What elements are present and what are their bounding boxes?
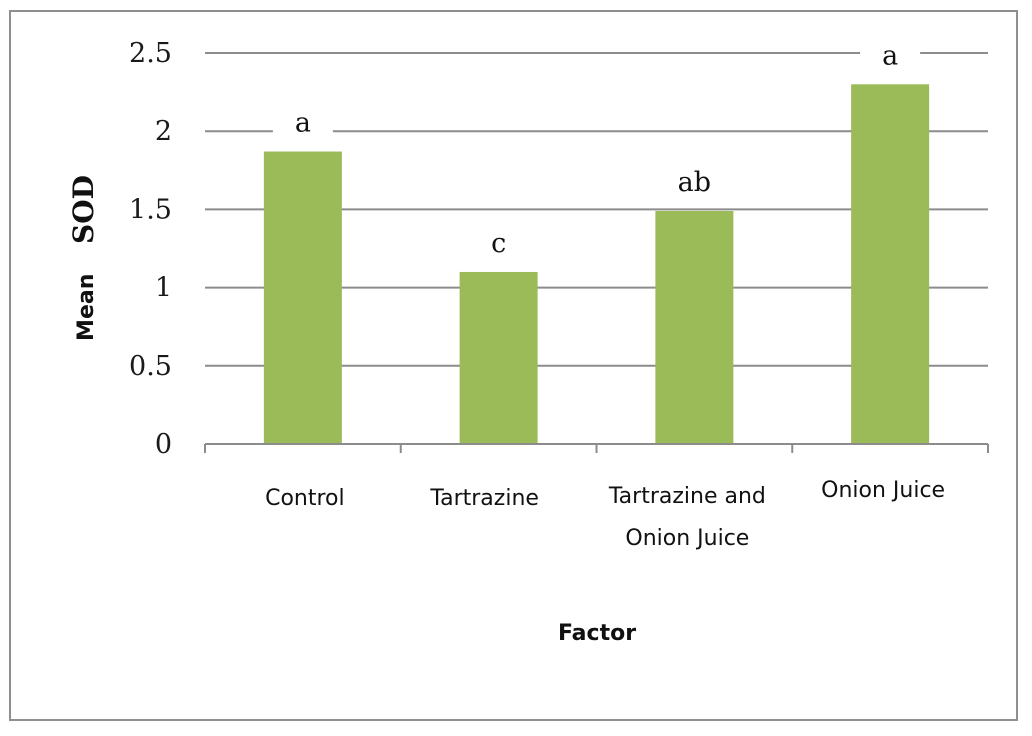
x-tick-label: Tartrazine [429,486,539,511]
y-axis-title-part-1: Mean [74,274,99,341]
data-label-background [860,30,921,79]
y-tick-label: 0 [155,429,172,460]
x-tick-label-line: Onion Juice [821,478,945,503]
x-tick-label-line: Tartrazine and [608,484,766,509]
y-axis-title-part-2: SOD [67,175,100,244]
bar [655,210,734,444]
bar [851,84,930,444]
y-axis-title: Mean SOD [67,175,100,341]
axes [204,443,989,453]
y-tick-label: 1 [155,273,172,304]
y-tick-label: 0.5 [129,351,172,382]
y-tick-label: 1.5 [129,194,172,225]
x-tick-label: Control [265,486,345,511]
x-axis-title: Factor [558,621,636,646]
significance-label: ab [678,167,711,198]
bars [263,30,930,445]
data-label-background [655,156,734,205]
x-tick-label: Onion Juice [821,478,945,503]
x-tick-label-line: Control [265,486,345,511]
bar [263,151,342,445]
x-tick-label: Tartrazine and Onion Juice [608,484,766,551]
x-tick-label-line: Tartrazine [429,486,539,511]
data-label-background [272,97,333,146]
significance-label: a [882,40,898,71]
data-label-background [468,217,529,266]
y-tick-label: 2.5 [129,38,172,69]
bar [459,271,538,444]
x-tick-label-line: Onion Juice [625,526,749,551]
labels: 0 0.5 1 1.5 2 2.5 a Control c Tartrazine ab Tartraz… [129,38,945,551]
y-tick-label: 2 [155,116,172,147]
significance-label: a [295,108,311,139]
significance-label: c [491,228,506,259]
